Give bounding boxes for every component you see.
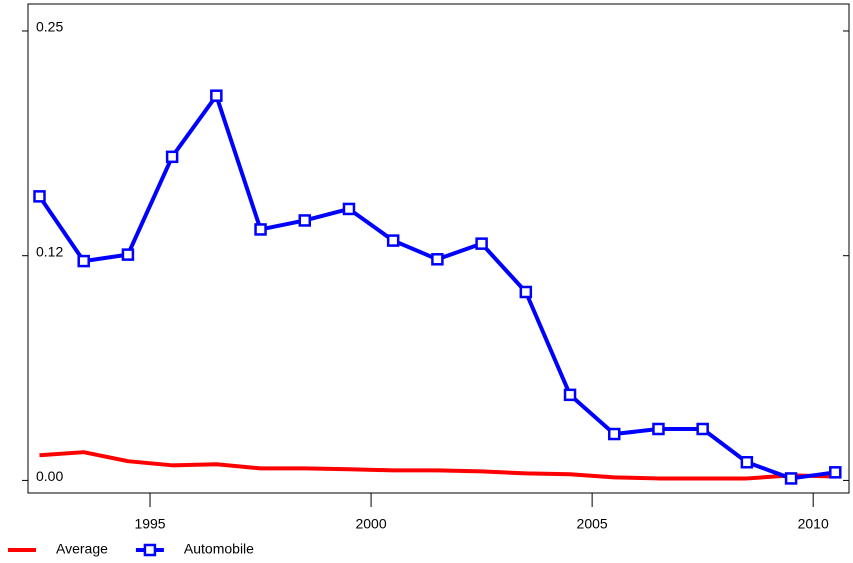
series-line <box>39 450 836 481</box>
marker <box>431 253 444 266</box>
x-tick-label: 1995 <box>134 516 165 532</box>
marker <box>342 202 356 216</box>
marker <box>784 472 798 485</box>
marker <box>475 237 488 250</box>
x-tick-label: 2005 <box>577 516 608 532</box>
y-tick-label: 0.25 <box>36 19 63 35</box>
marker <box>829 466 842 479</box>
marker <box>165 150 179 164</box>
y-tick-label: 0.00 <box>36 468 63 484</box>
legend-marker <box>143 543 157 557</box>
marker <box>652 422 665 436</box>
marker <box>121 248 135 261</box>
legend-label: Average <box>56 541 108 557</box>
marker <box>298 214 312 227</box>
marker <box>77 254 90 268</box>
x-tick-label: 2010 <box>798 516 829 532</box>
marker <box>254 223 267 236</box>
marker <box>210 89 223 102</box>
series-line <box>37 93 836 481</box>
x-tick-label: 2000 <box>355 516 386 532</box>
plot-frame <box>27 3 850 494</box>
marker <box>386 234 400 247</box>
marker <box>563 388 577 402</box>
marker <box>33 190 46 203</box>
marker <box>519 285 533 299</box>
marker <box>696 422 709 436</box>
marker <box>607 427 621 441</box>
marker <box>740 456 754 469</box>
y-tick-label: 0.12 <box>36 243 63 259</box>
legend-label: Automobile <box>184 541 254 557</box>
